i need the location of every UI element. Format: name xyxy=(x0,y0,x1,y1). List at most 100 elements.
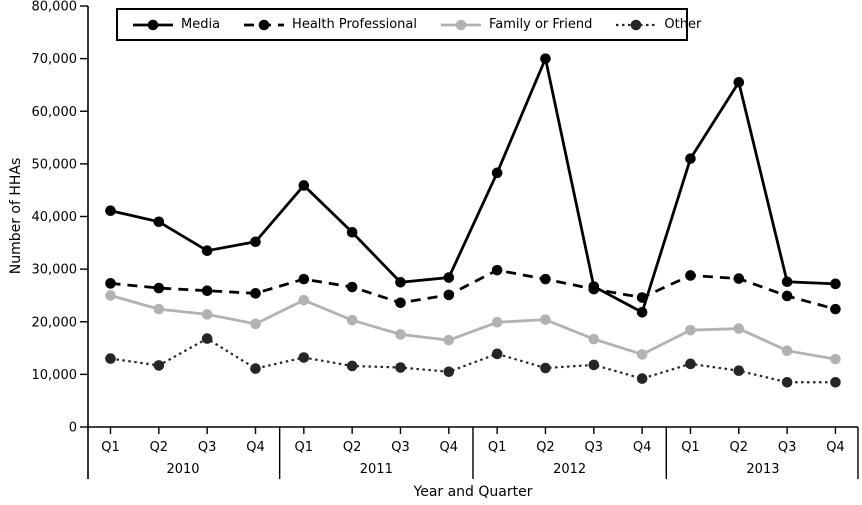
quarter-label: Q2 xyxy=(730,440,749,455)
marker-health-professional xyxy=(201,285,213,297)
marker-media xyxy=(733,77,745,88)
legend-item-media: Media xyxy=(133,17,220,32)
quarter-label: Q2 xyxy=(150,440,169,455)
marker-media xyxy=(540,53,551,64)
marker-health-professional xyxy=(733,273,745,284)
y-tick-label: 20,000 xyxy=(32,315,78,330)
marker-media xyxy=(443,272,455,283)
quarter-label: Q4 xyxy=(246,440,265,455)
legend-label-family-or-friend: Family or Friend xyxy=(489,17,593,32)
marker-family-or-friend xyxy=(781,345,793,356)
marker-media xyxy=(250,236,261,248)
marker-other xyxy=(105,353,116,364)
marker-media xyxy=(153,216,165,228)
series-line-media xyxy=(110,53,836,315)
legend: Media Health Professional Family or Friend… xyxy=(116,8,701,41)
legend-item-health-professional: Health Professional xyxy=(244,17,417,32)
marker-family-or-friend xyxy=(733,323,745,334)
marker-health-professional xyxy=(250,288,261,299)
marker-family-or-friend xyxy=(346,314,358,326)
marker-health-professional xyxy=(781,290,793,302)
legend-line-sample-media xyxy=(133,19,173,30)
y-tick-label: 60,000 xyxy=(32,105,78,120)
marker-health-professional xyxy=(685,270,696,281)
marker-other xyxy=(250,363,261,374)
quarter-label: Q3 xyxy=(198,440,217,455)
marker-other xyxy=(298,352,310,363)
marker-family-or-friend xyxy=(540,314,551,325)
marker-health-professional xyxy=(491,264,503,276)
marker-family-or-friend xyxy=(685,324,696,336)
marker-other xyxy=(588,359,600,371)
quarter-label: Q2 xyxy=(343,440,362,455)
quarter-label: Q3 xyxy=(585,440,604,455)
year-label: 2010 xyxy=(166,462,199,477)
marker-family-or-friend xyxy=(105,290,116,301)
quarter-label: Q4 xyxy=(440,440,459,455)
marker-media xyxy=(201,245,213,257)
legend-item-family-or-friend: Family or Friend xyxy=(441,17,592,32)
quarter-label: Q1 xyxy=(681,440,700,455)
marker-media xyxy=(636,306,648,318)
series-line-other xyxy=(110,337,836,384)
year-label: 2011 xyxy=(360,462,393,477)
x-axis-title: Year and Quarter xyxy=(413,484,533,500)
legend-label-other: Other xyxy=(664,17,702,32)
marker-media xyxy=(105,205,116,217)
marker-media xyxy=(491,167,503,179)
marker-health-professional xyxy=(540,273,551,285)
marker-family-or-friend xyxy=(153,303,165,315)
marker-health-professional xyxy=(105,278,116,289)
quarter-label: Q1 xyxy=(295,440,314,455)
marker-family-or-friend xyxy=(588,333,600,345)
marker-media xyxy=(395,276,406,288)
y-tick-label: 40,000 xyxy=(32,210,78,225)
quarter-label: Q1 xyxy=(488,440,507,455)
marker-health-professional xyxy=(636,292,648,303)
marker-other xyxy=(346,360,358,372)
marker-media xyxy=(781,276,793,288)
marker-other xyxy=(491,348,503,360)
marker-family-or-friend xyxy=(250,318,261,330)
marker-other xyxy=(830,376,841,388)
year-label: 2013 xyxy=(746,462,779,477)
marker-other xyxy=(685,358,696,370)
marker-family-or-friend xyxy=(491,316,503,328)
marker-other xyxy=(395,362,406,373)
quarter-label: Q2 xyxy=(536,440,555,455)
legend-line-sample-health-professional xyxy=(244,19,285,30)
series-line-family-or-friend xyxy=(110,294,836,361)
marker-other xyxy=(781,376,793,388)
marker-media xyxy=(298,180,310,191)
series-line-health-professional xyxy=(110,268,836,311)
marker-health-professional xyxy=(298,273,310,285)
marker-family-or-friend xyxy=(395,329,406,340)
marker-family-or-friend xyxy=(298,294,310,306)
legend-label-health-professional: Health Professional xyxy=(292,17,417,32)
year-label: 2012 xyxy=(553,462,586,477)
quarter-label: Q4 xyxy=(826,440,845,455)
legend-line-sample-other xyxy=(616,19,657,30)
quarter-label: Q4 xyxy=(633,440,652,455)
marker-media xyxy=(685,153,696,164)
marker-other xyxy=(443,366,455,378)
marker-other xyxy=(636,373,648,384)
y-axis-title: Number of HHAs xyxy=(8,157,24,275)
marker-family-or-friend xyxy=(443,334,455,346)
quarter-label: Q1 xyxy=(101,440,120,455)
marker-other xyxy=(540,362,551,374)
marker-family-or-friend xyxy=(201,309,213,320)
marker-other xyxy=(201,333,213,344)
marker-media xyxy=(346,226,358,238)
marker-other xyxy=(153,360,165,371)
y-tick-label: 70,000 xyxy=(32,52,78,67)
marker-family-or-friend xyxy=(636,349,648,360)
y-tick-label: 30,000 xyxy=(32,263,78,278)
marker-health-professional xyxy=(830,303,841,315)
y-tick-label: 80,000 xyxy=(32,0,78,15)
y-tick-label: 50,000 xyxy=(32,157,78,172)
quarter-label: Q3 xyxy=(391,440,410,455)
y-tick-label: 10,000 xyxy=(32,368,78,383)
